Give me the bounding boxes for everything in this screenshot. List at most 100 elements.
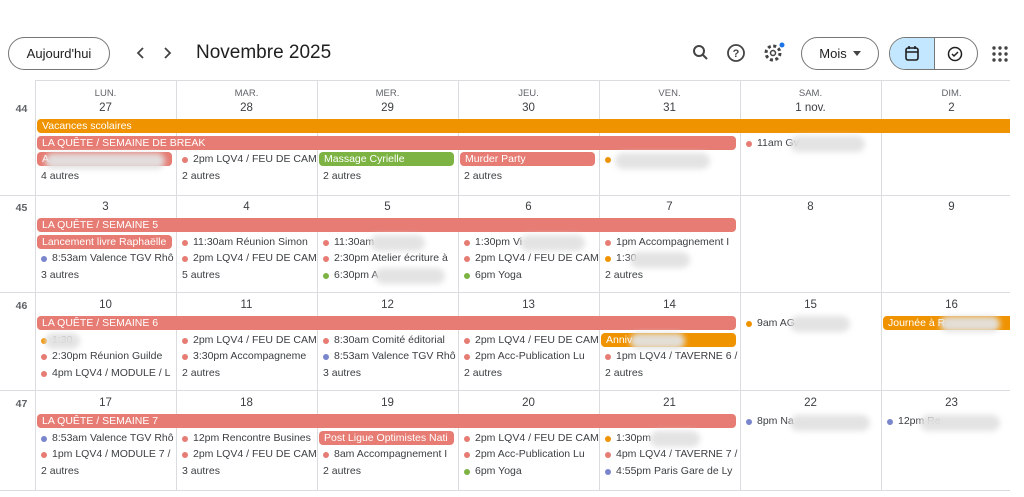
event-dot [605, 256, 611, 263]
day-name: JEU. [518, 88, 539, 99]
more-link: 2 autres [41, 465, 79, 478]
event-dot [605, 435, 611, 442]
event-item: 2:30pm Atelier écriture à [334, 252, 448, 265]
event-dot [746, 140, 752, 147]
event-item: 1pm Accompagnement I [616, 235, 730, 248]
event-banner: Murder Party [460, 152, 595, 167]
event-dot [323, 337, 329, 344]
event-dot [464, 256, 470, 263]
week-number: 47 [15, 398, 28, 410]
day-number: 28 [240, 102, 253, 114]
row-divider [0, 490, 1010, 491]
day-number: 19 [381, 397, 394, 409]
event-item: 2pm LQV4 / FEU DE CAM [475, 333, 599, 346]
day-number: 21 [663, 397, 676, 409]
event-item: 8pm Na [757, 415, 794, 427]
event-item: 6pm Yoga [475, 269, 522, 282]
day-number: 4 [243, 201, 250, 213]
event-dot [182, 239, 188, 246]
column-divider [317, 80, 318, 490]
day-number: 30 [522, 102, 535, 114]
event-dot [41, 354, 47, 361]
event-dot [182, 452, 188, 459]
day-number: 16 [945, 299, 958, 311]
event-item: 4pm LQV4 / MODULE / L [52, 367, 171, 380]
more-link: 2 autres [464, 367, 502, 380]
event-item: 1:30pm Vi [475, 235, 523, 248]
event-banner: Lancement livre Raphaëlle [37, 234, 172, 249]
week-number: 45 [15, 202, 28, 214]
day-number: 27 [99, 102, 112, 114]
day-number: 17 [99, 397, 112, 409]
event-dot [41, 435, 47, 442]
event-dot [182, 157, 188, 164]
column-divider [176, 80, 177, 490]
more-link: 5 autres [182, 269, 220, 282]
event-dot [182, 435, 188, 442]
event-dot [182, 337, 188, 344]
toolbar-icons[interactable]: ? [690, 42, 790, 66]
mode-toggle[interactable] [889, 37, 978, 70]
day-name: DIM. [941, 88, 962, 99]
today-button[interactable]: Aujourd'hui [8, 37, 110, 70]
more-link: 2 autres [464, 170, 502, 183]
day-name: LUN. [94, 88, 117, 99]
event-item: 2pm LQV4 / FEU DE CAM [193, 333, 317, 346]
column-divider [740, 80, 741, 490]
view-button[interactable]: Mois [801, 37, 879, 70]
event-dot [605, 354, 611, 361]
day-number: 1 nov. [795, 102, 826, 114]
more-link: 4 autres [41, 170, 79, 183]
redaction [45, 153, 165, 169]
day-number: 15 [804, 299, 817, 311]
event-dot [887, 419, 893, 425]
row-divider [0, 390, 1010, 391]
more-link: 3 autres [41, 269, 79, 282]
more-link: 3 autres [323, 367, 361, 380]
event-dot [464, 469, 470, 476]
redaction [650, 431, 700, 447]
event-dot [605, 452, 611, 459]
event-dot [605, 157, 611, 164]
event-item: 6pm Yoga [475, 465, 522, 478]
day-number: 11 [240, 299, 253, 311]
more-link: 2 autres [605, 367, 643, 380]
event-dot [41, 256, 47, 263]
svg-text:?: ? [733, 48, 740, 60]
more-link: 2 autres [323, 170, 361, 183]
column-divider [35, 80, 36, 490]
dropdown-arrow [852, 51, 861, 56]
event-dot [464, 452, 470, 459]
redaction [375, 268, 445, 284]
event-dot [464, 435, 470, 442]
redaction [790, 316, 850, 332]
event-item: 4pm LQV4 / TAVERNE 7 / [616, 448, 738, 461]
day-number: 13 [522, 299, 535, 311]
day-number: 3 [102, 201, 109, 213]
event-item: 8:53am Valence TGV Rhô [52, 431, 174, 444]
day-number: 12 [381, 299, 394, 311]
redaction [520, 235, 585, 251]
event-dot [464, 354, 470, 361]
row-divider [0, 195, 1010, 196]
row-divider [0, 292, 1010, 293]
apps-icon[interactable] [992, 46, 1008, 62]
event-item: 9am AG [757, 317, 795, 329]
event-item: 8:53am Valence TGV Rhô [334, 350, 456, 363]
event-dot [41, 337, 47, 344]
more-link: 2 autres [182, 367, 220, 380]
day-number: 7 [666, 201, 673, 213]
event-item: 1:30pm [616, 431, 652, 444]
event-dot [746, 321, 752, 327]
tasks-icon [947, 46, 963, 62]
more-link: 3 autres [182, 465, 220, 478]
nav-arrows[interactable] [133, 45, 177, 61]
event-banner: Massage Cyrielle [319, 152, 454, 167]
event-item: 4:55pm Paris Gare de Ly [616, 465, 733, 478]
event-item: 12pm Rencontre Busines [193, 431, 311, 444]
day-number: 29 [381, 102, 394, 114]
day-name: SAM. [798, 88, 823, 99]
event-banner: LA QUÊTE / SEMAINE DE BREAK [37, 135, 736, 150]
month-title: Novembre 2025 [196, 42, 332, 63]
